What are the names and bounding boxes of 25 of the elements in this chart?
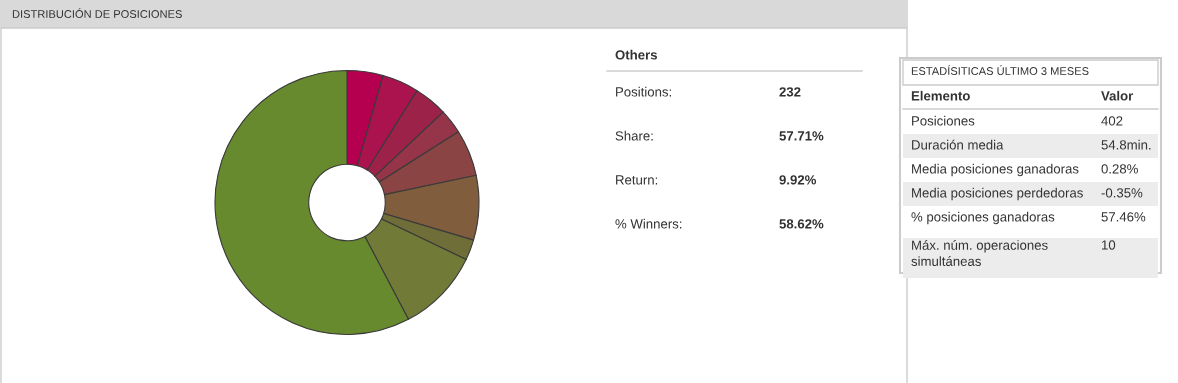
text: Posiciones: [912, 115, 975, 126]
text: Return:: [616, 175, 658, 185]
text: DISTRIBUCIÓN DE POSICIONES: [12, 8, 182, 18]
text: 58.62%: [779, 219, 824, 229]
text: Elemento: [911, 90, 970, 101]
text: % posiciones ganadoras: [911, 211, 1055, 225]
text: 10: [1102, 240, 1116, 250]
text: 0.28%: [1101, 164, 1138, 174]
text: 402: [1101, 116, 1123, 126]
text: 232: [779, 87, 801, 97]
text: 54.8min.: [1101, 139, 1151, 150]
text: % Winners:: [615, 218, 682, 229]
text: 57.71%: [779, 131, 824, 141]
text: Others: [615, 49, 657, 60]
text: 57.46%: [1101, 212, 1146, 222]
text: Media posiciones perdedoras: [912, 187, 1083, 201]
text: ESTADÍSITICAS ÚLTIMO 3 MESES: [911, 65, 1089, 75]
text: Máx. núm. operaciones simultáneas: [911, 240, 1048, 266]
text: Duración media: [912, 139, 1004, 150]
text: -0.35%: [1101, 188, 1143, 198]
text: Positions:: [616, 86, 671, 97]
text: 9.92%: [779, 175, 817, 185]
text: Media posiciones ganadoras: [912, 163, 1079, 177]
text: Valor: [1101, 90, 1134, 101]
text: Share:: [615, 130, 653, 141]
